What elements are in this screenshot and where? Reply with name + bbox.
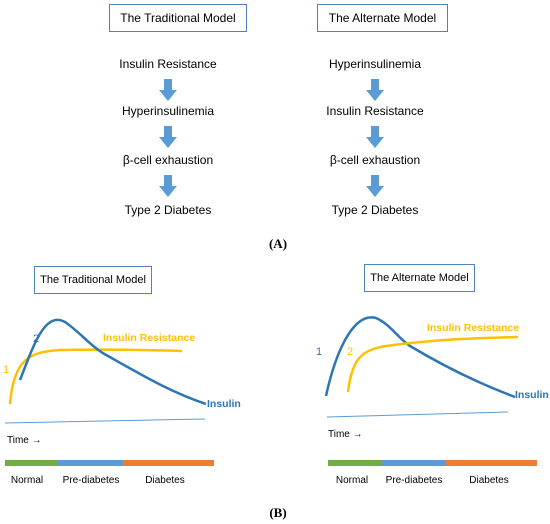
alternate-insulin-resistance-curve	[346, 335, 519, 393]
traditional-step-1: Insulin Resistance	[119, 57, 217, 71]
traditional-insulin-curve	[18, 318, 207, 406]
alternate-insulin-resistance-label: Insulin Resistance	[427, 322, 520, 334]
alternate-step-2: Insulin Resistance	[326, 104, 424, 118]
alternate-marker-2: 2	[347, 346, 354, 358]
traditional-stage-prediabetes-label: Pre-diabetes	[62, 475, 120, 486]
traditional-model-title: The Traditional Model	[120, 11, 236, 25]
traditional-stage-prediabetes-bar	[57, 460, 123, 466]
down-arrow-icon	[159, 126, 177, 148]
alternate-step-4: Type 2 Diabetes	[331, 203, 419, 217]
traditional-insulin-label: Insulin	[207, 398, 241, 410]
traditional-chart-title-box: The Traditional Model	[34, 266, 152, 294]
traditional-time-label: Time →	[7, 435, 42, 446]
alternate-stage-prediabetes-label: Pre-diabetes	[385, 475, 443, 486]
alternate-insulin-label: Insulin	[515, 389, 549, 401]
traditional-stage-diabetes-label: Diabetes	[145, 475, 185, 486]
alternate-stage-normal-label: Normal	[335, 475, 369, 486]
alternate-model-title-box: The Alternate Model	[317, 4, 448, 32]
down-arrow-icon	[366, 126, 384, 148]
traditional-insulin-resistance-curve	[8, 348, 183, 405]
down-arrow-icon	[366, 79, 384, 101]
traditional-step-3: β-cell exhaustion	[122, 153, 214, 167]
down-arrow-icon	[366, 175, 384, 197]
traditional-stage-diabetes-bar	[123, 460, 214, 466]
alternate-step-1: Hyperinsulinemia	[328, 57, 422, 71]
traditional-model-title-box: The Traditional Model	[109, 4, 247, 32]
traditional-insulin-resistance-label: Insulin Resistance	[103, 332, 196, 344]
alternate-marker-1: 1	[316, 346, 323, 358]
alternate-model-title: The Alternate Model	[328, 11, 437, 25]
alternate-curves	[324, 316, 519, 418]
down-arrow-icon	[159, 79, 177, 101]
traditional-stage-normal-label: Normal	[10, 475, 44, 486]
alternate-time-label: Time →	[328, 429, 363, 440]
traditional-stage-normal-bar	[5, 460, 57, 466]
down-arrow-icon	[159, 175, 177, 197]
alternate-chart-title-box: The Alternate Model	[364, 264, 475, 292]
alternate-stage-diabetes-bar	[446, 460, 537, 466]
panel-a-caption: (A)	[268, 236, 288, 251]
traditional-time-line	[4, 418, 206, 424]
traditional-curves	[4, 318, 207, 424]
alternate-stage-prediabetes-bar	[381, 460, 446, 466]
traditional-step-2: Hyperinsulinemia	[121, 104, 215, 118]
alternate-stage-normal-bar	[328, 460, 381, 466]
alternate-step-3: β-cell exhaustion	[329, 153, 421, 167]
alternate-insulin-curve	[324, 316, 516, 399]
traditional-step-4: Type 2 Diabetes	[124, 203, 212, 217]
panel-b-caption: (B)	[269, 505, 287, 520]
traditional-marker-1: 1	[3, 364, 10, 376]
alternate-time-line	[326, 411, 509, 418]
traditional-chart-title: The Traditional Model	[40, 274, 146, 286]
alternate-stage-diabetes-label: Diabetes	[469, 475, 509, 486]
alternate-chart-title: The Alternate Model	[370, 272, 469, 284]
traditional-marker-2: 2	[33, 333, 40, 345]
